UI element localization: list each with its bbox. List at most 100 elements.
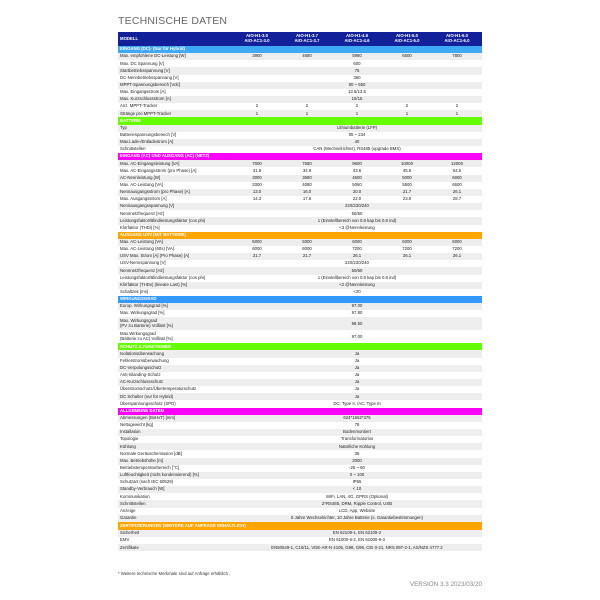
row-value: 6000 bbox=[332, 238, 382, 246]
row-label: Max. Betriebshöhe [m] bbox=[118, 457, 232, 465]
row-label: Max. Ausgangsstrom [A] bbox=[120, 196, 167, 202]
row-value: 2 bbox=[455, 103, 459, 109]
table-row: Garantie 5 Jahre Wechselrichter, 10 Jahre… bbox=[118, 514, 482, 523]
row-value: 6000 bbox=[252, 246, 262, 252]
row-label: Abmessungen (BxHxT) [mm] bbox=[118, 414, 232, 422]
row-value: 7200 bbox=[402, 246, 412, 252]
table-row: Nennnetzfrequenz [Hz] 50/60 bbox=[118, 210, 482, 217]
table-row: Klirrfaktor (THDv) (lineare Last) [%] <2 … bbox=[118, 281, 482, 289]
row-value: 5500 bbox=[402, 181, 412, 187]
row-label: Zertifikate bbox=[118, 544, 232, 552]
row-value: 6000 bbox=[432, 174, 482, 182]
row-value: 5000 bbox=[282, 238, 332, 246]
row-value: 97.80 bbox=[351, 310, 363, 316]
row-value: 5000 bbox=[382, 174, 432, 182]
section-title: BATTERIE bbox=[118, 117, 482, 125]
model-name: AIO-AC1-3.0 bbox=[244, 38, 270, 43]
row-label: Klirrfaktor (THDv) (lineare Last) [%] bbox=[118, 281, 232, 289]
row-value: 2 bbox=[405, 103, 409, 109]
row-value: 80 ~ 550 bbox=[232, 81, 482, 89]
row-label: Stränge pro MPPT-Tracker bbox=[118, 110, 232, 118]
row-value: 26.1 bbox=[382, 253, 432, 261]
table-row: Stränge pro MPPT-Tracker 1 1 1 1 1 bbox=[118, 110, 482, 118]
row-value: 1 (Einstellbereich von 0.8 kap bis 0.8 i… bbox=[232, 217, 482, 225]
table-row: Max. Kurzschlussstrom [A] 15/15 bbox=[118, 95, 482, 104]
row-label: Nennausgangsstrom (pro Phase) [A] bbox=[118, 188, 232, 196]
row-label: Anz. MPPT-Tracker bbox=[120, 103, 158, 109]
row-value: 4600 bbox=[332, 174, 382, 182]
row-label: Nennnetzfrequenz [Hz] bbox=[120, 210, 164, 216]
row-value: 6600 bbox=[452, 181, 462, 187]
model-name: AIO-H1-5.0 bbox=[396, 33, 418, 39]
row-value: 43.6 bbox=[352, 167, 362, 173]
row-value: WiFi, LAN, 4G, GPRS (Optional) bbox=[325, 493, 389, 499]
table-row: AC-Kurzschlussschutz Ja bbox=[118, 379, 482, 387]
row-value: 31.8 bbox=[252, 167, 262, 173]
row-value: 3680 bbox=[282, 174, 332, 182]
row-value: 16.0 bbox=[282, 188, 332, 196]
row-value: 10000 bbox=[382, 160, 432, 168]
table-row: Max. AC-Leistung [VA] 5000 5000 6000 6000 600… bbox=[118, 238, 482, 246]
section-header: ALLGEMEINE DATEN bbox=[118, 407, 482, 415]
row-label: MPPT-Spannungsbereich [Vdc] bbox=[118, 81, 232, 89]
row-value: 7200 bbox=[352, 246, 362, 252]
row-label: Schnittstellen bbox=[118, 500, 232, 508]
row-value: 7800 bbox=[432, 53, 482, 61]
table-row: Kühlung Natürliche Kühlung bbox=[118, 443, 482, 451]
table-row: Max. empfohlene DC-Leistung [W] 3900 4680 5… bbox=[118, 53, 482, 61]
footnote: * Weitere technische Merkmale sind auf A… bbox=[118, 571, 231, 576]
row-label: Kommunikation bbox=[120, 493, 150, 499]
row-value: EN 61000-6-2, EN 61000-6-3 bbox=[329, 537, 385, 543]
row-value: 4680 bbox=[282, 53, 332, 61]
row-label: Nennausgangsspannung [V] bbox=[118, 203, 232, 211]
row-label: Kühlung bbox=[118, 443, 232, 451]
table-row: Max. AC-Leistung (60s) [VA] 6000 6000 7200 7… bbox=[118, 246, 482, 253]
row-label: Europ. Wirkungsgrad [%] bbox=[118, 303, 232, 311]
row-label: Betriebstemperaturbereich [°C] bbox=[120, 465, 180, 470]
section-title: AUSGANG USV (MIT BATTERIE) bbox=[118, 231, 482, 239]
model-name: AIO-AC1-6.0 bbox=[444, 38, 470, 43]
table-row: DC-Nennbetriebsspannung [V] 360 bbox=[118, 75, 482, 82]
row-value: 2000 bbox=[232, 457, 482, 465]
table-row: MPPT-Spannungsbereich [Vdc] 80 ~ 550 bbox=[118, 81, 482, 89]
table-row: Überstromschutz/Übertemperaturschutz Ja bbox=[118, 386, 482, 393]
table-row: Kommunikation WiFi, LAN, 4G, GPRS (Option… bbox=[118, 493, 482, 500]
table-row: Nennausgangsspannung [V] 220/230/240 bbox=[118, 203, 482, 211]
model-name: AIO-H1-3.7 bbox=[296, 33, 318, 39]
row-value: -25 ~ 60 bbox=[349, 465, 365, 470]
table-row: Betriebstemperaturbereich [°C] -25 ~ 60 bbox=[118, 465, 482, 472]
row-value: 1 bbox=[282, 110, 332, 118]
table-row: Nettogewicht [kg] 78 bbox=[118, 422, 482, 429]
row-value: 97.00 bbox=[232, 303, 482, 311]
row-label: Klirrfaktor (THDi) [%] bbox=[120, 224, 160, 230]
row-label: Max. AC-Leistung [VA] bbox=[120, 181, 163, 187]
table-row: AC-Nennleistung [W] 3000 3680 4600 5000 6000 bbox=[118, 174, 482, 182]
table-row: Normale Geräuschemission [dB] 35 bbox=[118, 450, 482, 457]
model-header-row: MODELL AIO-H1-3.0 AIO-AC1-3.0 AIO-H1-3.7 AI… bbox=[118, 32, 482, 46]
section-header: EINGANG (AC) UND AUSGANG (AC) (NETZ) bbox=[118, 153, 482, 161]
table-row: Max.Lade-/Entladestrom [A] 40 bbox=[118, 138, 482, 146]
row-label: Überstromschutz/Übertemperaturschutz bbox=[120, 386, 197, 392]
row-label: Schnittstellen bbox=[120, 146, 146, 152]
table-row: Max. AC-Leistung [VA] 3300 4080 5060 5500 660… bbox=[118, 182, 482, 189]
table-row: Sicherheit EN 62109-1, EN 62109-2 bbox=[118, 530, 482, 538]
row-value: 28.7 bbox=[452, 196, 462, 202]
table-row: Max. Wirkungsgrad (PV zu Barterie) Volll… bbox=[118, 317, 482, 331]
row-value: 1 (Einstellbereich von 0.8 kap bis 0.8 i… bbox=[317, 274, 397, 280]
row-value: 40 bbox=[232, 138, 482, 146]
row-value: 624*1662*375 bbox=[232, 414, 482, 422]
row-value: <20 bbox=[353, 289, 361, 295]
row-value: 600 bbox=[353, 60, 361, 66]
table-row: Luftfeuchtigkeit (nicht kondensierend) [… bbox=[118, 471, 482, 480]
row-label: Standby-Verbrauch [W] bbox=[118, 486, 232, 494]
row-value: Ja bbox=[232, 350, 482, 358]
table-row: Anti-Islanding-Schutz Ja bbox=[118, 372, 482, 379]
table-row: Anzeige LCD, App, Website bbox=[118, 508, 482, 515]
row-value: 54.5 bbox=[452, 167, 462, 173]
row-value: 45.5 bbox=[402, 167, 412, 173]
row-value: 15/15 bbox=[232, 95, 482, 104]
row-value: 220/230/240 bbox=[232, 203, 482, 211]
row-label: Nettogewicht [kg] bbox=[120, 422, 153, 428]
section-header: ZERTIFIZIERUNGEN (WEITERE AUF ANFRAGE ER… bbox=[118, 522, 482, 530]
row-label: Batteriespannungsbereich [V] bbox=[120, 131, 177, 137]
